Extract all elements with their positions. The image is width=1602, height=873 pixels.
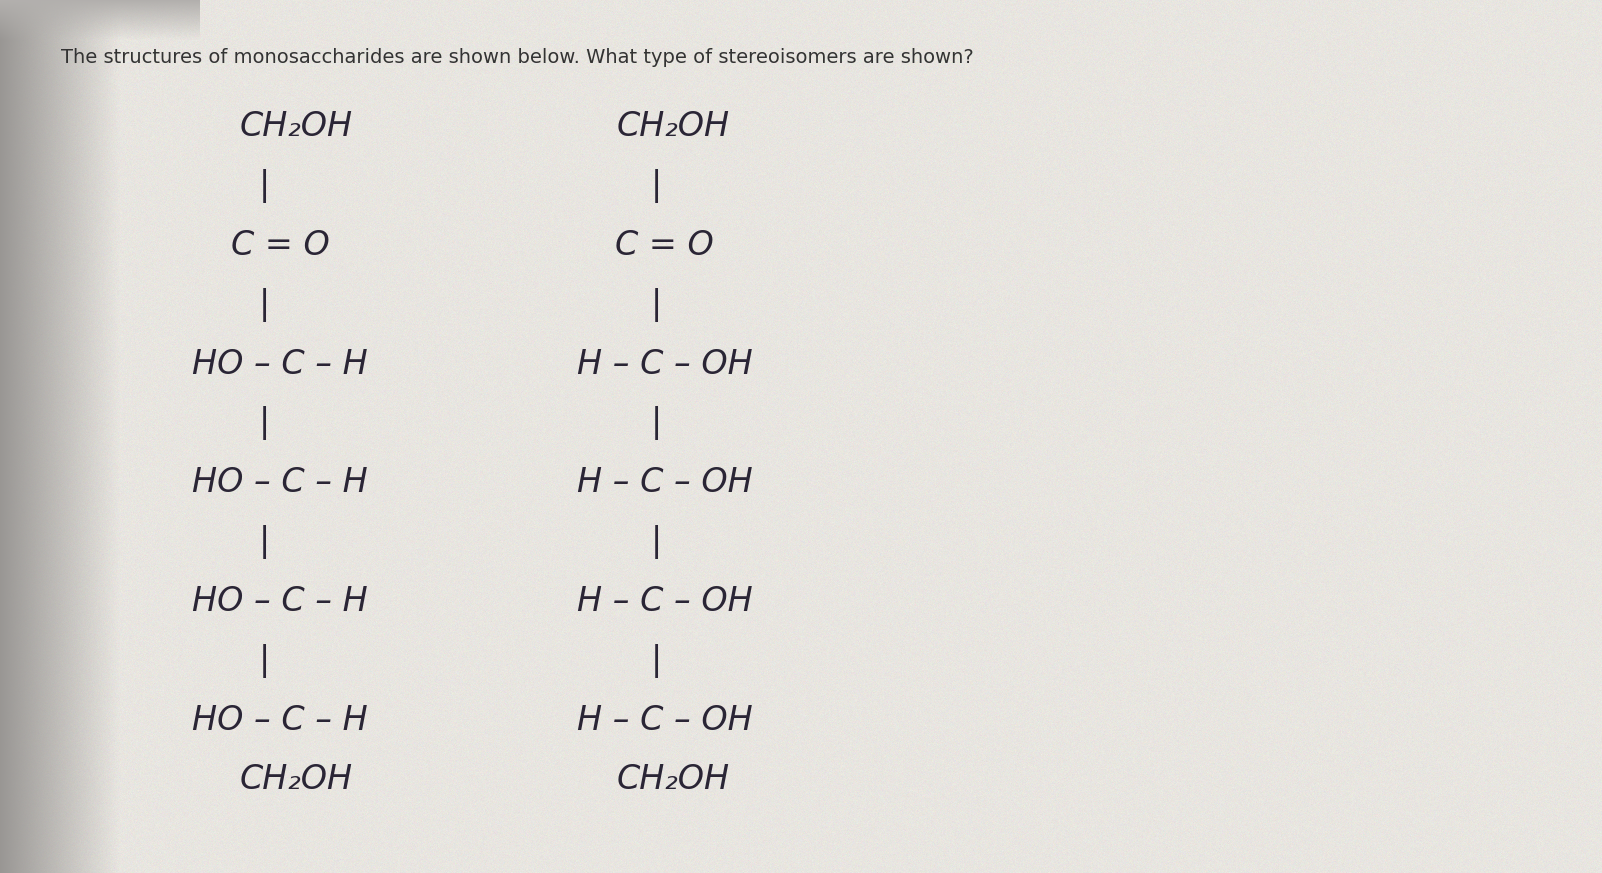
Text: H – C – OH: H – C – OH bbox=[577, 704, 753, 737]
Text: |: | bbox=[258, 644, 271, 677]
Text: H – C – OH: H – C – OH bbox=[577, 466, 753, 499]
Text: |: | bbox=[650, 407, 663, 440]
Text: HO – C – H: HO – C – H bbox=[192, 347, 368, 381]
Text: CH₂OH: CH₂OH bbox=[240, 110, 352, 143]
Text: |: | bbox=[650, 288, 663, 321]
Text: |: | bbox=[258, 169, 271, 203]
Text: |: | bbox=[258, 526, 271, 559]
Text: CH₂OH: CH₂OH bbox=[240, 763, 352, 796]
Text: C = O: C = O bbox=[231, 229, 330, 262]
Text: HO – C – H: HO – C – H bbox=[192, 466, 368, 499]
Text: HO – C – H: HO – C – H bbox=[192, 585, 368, 618]
Text: CH₂OH: CH₂OH bbox=[617, 763, 729, 796]
Text: C = O: C = O bbox=[615, 229, 714, 262]
Text: |: | bbox=[258, 407, 271, 440]
Text: |: | bbox=[650, 644, 663, 677]
Text: The structures of monosaccharides are shown below. What type of stereoisomers ar: The structures of monosaccharides are sh… bbox=[61, 48, 974, 67]
Text: |: | bbox=[258, 288, 271, 321]
Text: HO – C – H: HO – C – H bbox=[192, 704, 368, 737]
Text: |: | bbox=[650, 526, 663, 559]
Text: CH₂OH: CH₂OH bbox=[617, 110, 729, 143]
Text: H – C – OH: H – C – OH bbox=[577, 585, 753, 618]
Text: H – C – OH: H – C – OH bbox=[577, 347, 753, 381]
Text: |: | bbox=[650, 169, 663, 203]
